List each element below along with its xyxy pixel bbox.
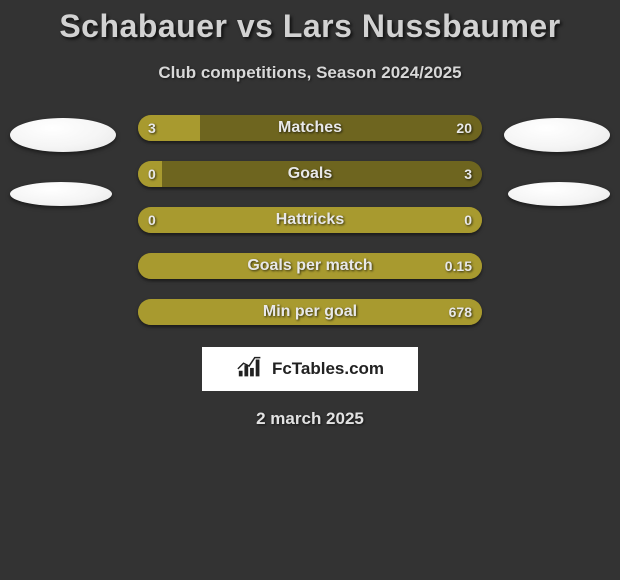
logo-text: FcTables.com bbox=[272, 359, 384, 379]
bar-metric-label: Goals per match bbox=[138, 253, 482, 279]
metric-bar: 678Min per goal bbox=[138, 299, 482, 325]
bars-container: 320Matches 03Goals 00Hattricks 0.15Goals pe… bbox=[138, 115, 482, 325]
comparison-chart: 320Matches 03Goals 00Hattricks 0.15Goals pe… bbox=[0, 115, 620, 325]
player1-club-avatar bbox=[10, 182, 112, 206]
metric-bar: 03Goals bbox=[138, 161, 482, 187]
metric-bar: 00Hattricks bbox=[138, 207, 482, 233]
page-title: Schabauer vs Lars Nussbaumer bbox=[0, 0, 620, 45]
subtitle: Club competitions, Season 2024/2025 bbox=[0, 63, 620, 83]
right-avatars bbox=[500, 115, 610, 206]
bar-metric-label: Goals bbox=[138, 161, 482, 187]
player2-club-avatar bbox=[508, 182, 610, 206]
bar-metric-label: Matches bbox=[138, 115, 482, 141]
player1-avatar bbox=[10, 118, 116, 152]
left-avatars bbox=[10, 115, 120, 206]
bar-chart-icon bbox=[236, 355, 266, 384]
source-logo: FcTables.com bbox=[202, 347, 418, 391]
bar-metric-label: Min per goal bbox=[138, 299, 482, 325]
date-label: 2 march 2025 bbox=[0, 409, 620, 429]
metric-bar: 0.15Goals per match bbox=[138, 253, 482, 279]
bar-metric-label: Hattricks bbox=[138, 207, 482, 233]
player2-avatar bbox=[504, 118, 610, 152]
metric-bar: 320Matches bbox=[138, 115, 482, 141]
